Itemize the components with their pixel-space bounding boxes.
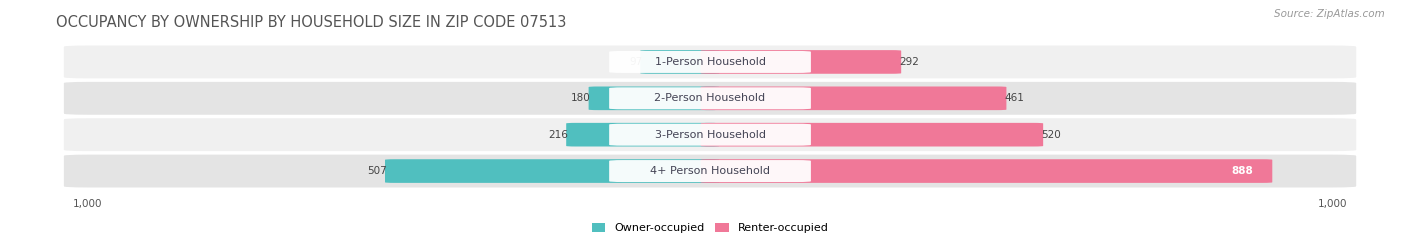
FancyBboxPatch shape xyxy=(700,123,1043,147)
FancyBboxPatch shape xyxy=(62,153,1358,189)
Text: 97: 97 xyxy=(628,57,643,67)
FancyBboxPatch shape xyxy=(609,124,811,146)
FancyBboxPatch shape xyxy=(62,80,1358,116)
FancyBboxPatch shape xyxy=(62,117,1358,153)
Text: 2-Person Household: 2-Person Household xyxy=(654,93,766,103)
Text: 888: 888 xyxy=(1232,166,1254,176)
FancyBboxPatch shape xyxy=(609,87,811,109)
Text: 507: 507 xyxy=(367,166,387,176)
FancyBboxPatch shape xyxy=(609,160,811,182)
FancyBboxPatch shape xyxy=(640,50,720,74)
Text: 180: 180 xyxy=(571,93,591,103)
Text: 520: 520 xyxy=(1042,130,1062,140)
Text: 292: 292 xyxy=(900,57,920,67)
Text: 216: 216 xyxy=(548,130,568,140)
FancyBboxPatch shape xyxy=(385,159,720,183)
FancyBboxPatch shape xyxy=(700,50,901,74)
FancyBboxPatch shape xyxy=(567,123,720,147)
Text: 3-Person Household: 3-Person Household xyxy=(655,130,765,140)
FancyBboxPatch shape xyxy=(700,159,1272,183)
Text: OCCUPANCY BY OWNERSHIP BY HOUSEHOLD SIZE IN ZIP CODE 07513: OCCUPANCY BY OWNERSHIP BY HOUSEHOLD SIZE… xyxy=(56,15,567,30)
FancyBboxPatch shape xyxy=(62,44,1358,80)
FancyBboxPatch shape xyxy=(700,86,1007,110)
Text: 1-Person Household: 1-Person Household xyxy=(655,57,765,67)
Text: 461: 461 xyxy=(1004,93,1025,103)
Text: 4+ Person Household: 4+ Person Household xyxy=(650,166,770,176)
FancyBboxPatch shape xyxy=(589,86,720,110)
FancyBboxPatch shape xyxy=(609,51,811,73)
Text: Source: ZipAtlas.com: Source: ZipAtlas.com xyxy=(1274,9,1385,19)
Legend: Owner-occupied, Renter-occupied: Owner-occupied, Renter-occupied xyxy=(592,223,828,233)
